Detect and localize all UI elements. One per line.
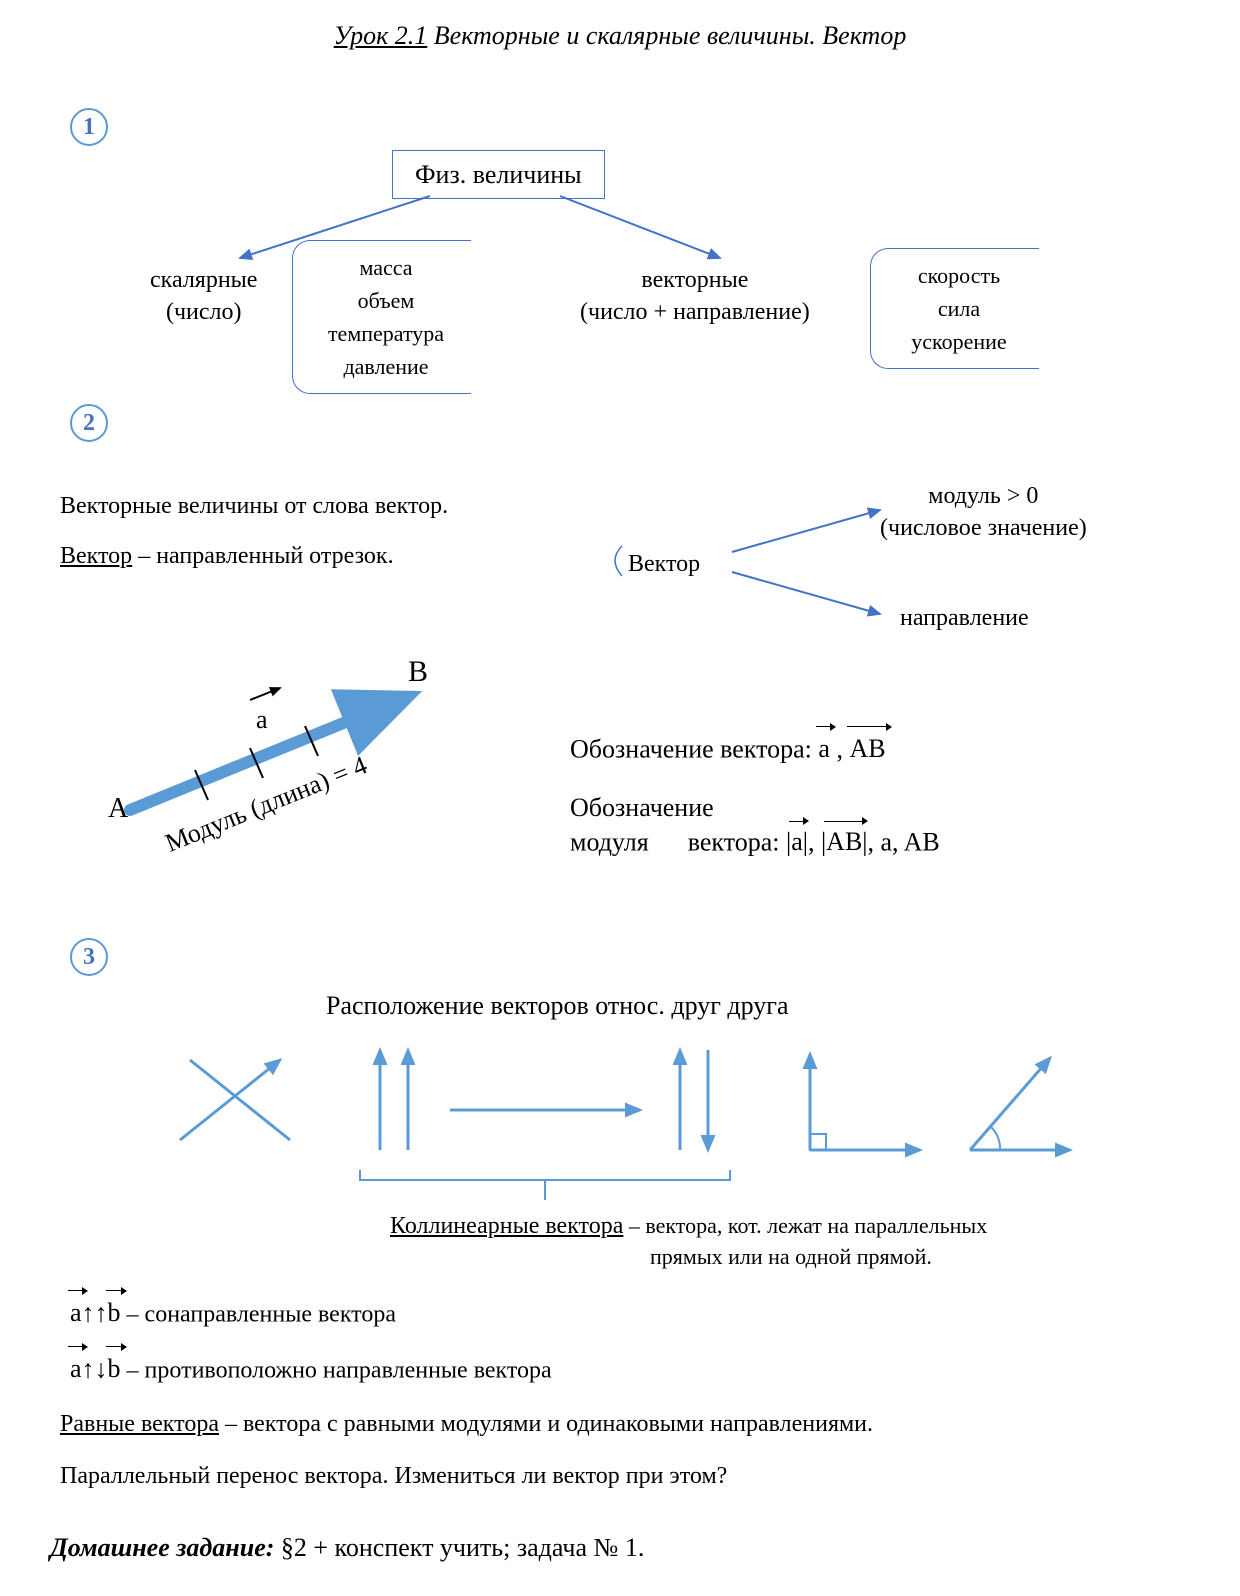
homework: Домашнее задание: §2 + конспект учить; з… [50,1530,644,1565]
notation-vector: Обозначение вектора: a , AB [570,730,886,766]
branch-bottom: направление [900,602,1029,634]
equal-vectors-def: Равные вектора – вектора с равными модул… [60,1408,873,1440]
notation-modulus: Обозначение модуля вектора: |a|, |AB|, a… [570,792,940,858]
vec-label-B: B [408,652,428,693]
section-number-3: 3 [70,938,108,976]
branch-top: модуль > 0 (числовое значение) [880,480,1087,545]
codirectional-def: a↑↑b – сонаправленные вектора [70,1294,396,1331]
collinear-def: Коллинеарные вектора – вектора, кот. леж… [390,1210,987,1272]
opposite-def: a↑↓b – противоположно направленные векто… [70,1350,552,1387]
parallel-transfer-q: Параллельный перенос вектора. Измениться… [60,1460,727,1492]
page: Урок 2.1 Векторные и скалярные величины.… [0,0,1240,1596]
sec2-branch-arrows [0,0,1240,700]
vec-label-a: a [256,702,268,737]
sec3-heading: Расположение векторов относ. друг друга [326,988,788,1023]
vec-label-A: A [108,790,128,828]
